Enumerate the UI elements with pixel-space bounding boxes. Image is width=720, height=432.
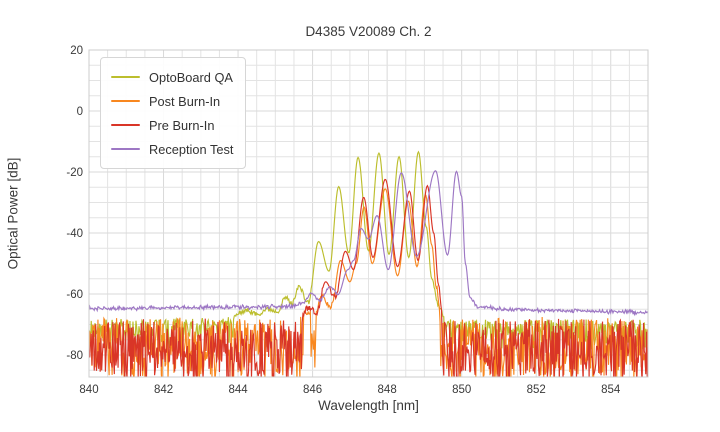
legend: OptoBoard QA Post Burn-In Pre Burn-In Recep… (100, 57, 247, 169)
x-axis-label: Wavelength [nm] (318, 398, 419, 413)
legend-item-pre-burn-in: Pre Burn-In (111, 113, 233, 137)
y-tick-label: 0 (77, 106, 83, 118)
x-tick-label: 844 (228, 384, 248, 396)
y-tick-label: -80 (66, 350, 83, 362)
legend-label: Post Burn-In (149, 93, 221, 109)
x-tick-label: 852 (527, 384, 546, 396)
y-tick-label: -20 (66, 167, 83, 179)
y-tick-label: -60 (66, 289, 83, 301)
y-tick-label: -40 (66, 228, 83, 240)
legend-item-optoboard-qa: OptoBoard QA (111, 65, 233, 89)
x-tick-label: 840 (79, 384, 98, 396)
legend-label: Reception Test (149, 141, 234, 157)
series-line-pre-burn-in (89, 178, 648, 377)
x-tick-label: 848 (378, 384, 397, 396)
legend-swatch (111, 99, 140, 103)
legend-swatch (111, 123, 140, 127)
x-tick-label: 842 (154, 384, 173, 396)
x-tick-label: 854 (601, 384, 621, 396)
legend-swatch (111, 147, 140, 151)
legend-item-post-burn-in: Post Burn-In (111, 89, 233, 113)
legend-item-reception-test: Reception Test (111, 137, 233, 161)
y-tick-label: 20 (70, 45, 83, 57)
x-tick-label: 850 (452, 384, 471, 396)
plot-border (88, 49, 649, 378)
legend-label: OptoBoard QA (149, 69, 233, 85)
x-tick-label: 846 (303, 384, 322, 396)
chart-title: D4385 V20089 Ch. 2 (305, 24, 432, 39)
y-axis-label: Optical Power [dB] (5, 157, 21, 270)
legend-swatch (111, 75, 140, 79)
legend-label: Pre Burn-In (149, 117, 215, 133)
series-line-reception-test (89, 170, 648, 317)
